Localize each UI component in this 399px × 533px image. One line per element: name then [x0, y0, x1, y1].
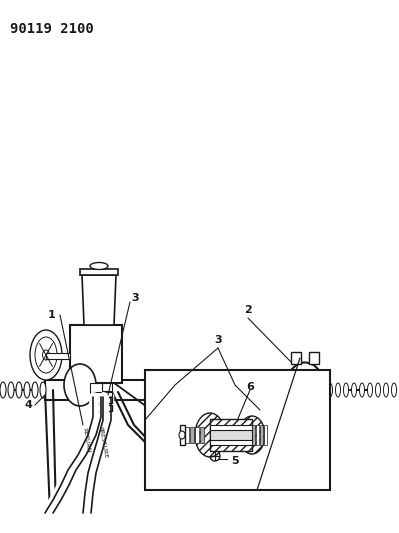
Ellipse shape: [43, 350, 49, 360]
Polygon shape: [46, 353, 70, 359]
Text: 3: 3: [131, 293, 139, 303]
Polygon shape: [264, 425, 267, 445]
Bar: [45, 380, 280, 400]
Polygon shape: [190, 427, 194, 443]
Text: 3: 3: [214, 335, 222, 345]
Text: RETURN: RETURN: [81, 427, 91, 453]
Ellipse shape: [40, 382, 46, 398]
Ellipse shape: [16, 382, 22, 398]
Bar: [104, 392, 112, 397]
Polygon shape: [80, 269, 118, 275]
Bar: [90, 383, 104, 393]
Bar: [93, 392, 101, 397]
Ellipse shape: [210, 451, 220, 461]
Polygon shape: [252, 425, 255, 445]
Text: 90119 2100: 90119 2100: [10, 22, 94, 36]
Polygon shape: [180, 425, 185, 445]
Ellipse shape: [0, 382, 6, 398]
Ellipse shape: [90, 262, 108, 270]
Bar: [70, 325, 122, 383]
Ellipse shape: [336, 383, 340, 397]
Text: 2: 2: [244, 305, 252, 315]
Bar: [309, 352, 319, 364]
Text: 1: 1: [48, 310, 56, 320]
Bar: [145, 370, 330, 490]
Bar: [102, 383, 112, 391]
Ellipse shape: [64, 364, 96, 406]
Polygon shape: [210, 425, 252, 445]
Polygon shape: [210, 425, 252, 445]
Text: 4: 4: [24, 400, 32, 410]
Ellipse shape: [195, 413, 225, 457]
Bar: [94, 405, 112, 411]
Ellipse shape: [344, 383, 348, 397]
Ellipse shape: [375, 383, 381, 397]
Polygon shape: [185, 427, 189, 443]
Text: 5: 5: [231, 456, 239, 466]
Ellipse shape: [8, 382, 14, 398]
Polygon shape: [210, 430, 252, 440]
Ellipse shape: [391, 383, 397, 397]
Bar: [165, 420, 265, 448]
Ellipse shape: [285, 362, 325, 417]
Polygon shape: [180, 427, 184, 443]
Ellipse shape: [352, 383, 356, 397]
Ellipse shape: [328, 383, 332, 397]
Ellipse shape: [30, 330, 62, 380]
Ellipse shape: [359, 383, 365, 397]
Polygon shape: [210, 419, 252, 451]
Polygon shape: [82, 275, 116, 325]
Bar: [94, 397, 112, 403]
Polygon shape: [260, 425, 263, 445]
Polygon shape: [195, 427, 199, 443]
Ellipse shape: [24, 382, 30, 398]
Ellipse shape: [367, 383, 373, 397]
Polygon shape: [200, 427, 204, 443]
Ellipse shape: [179, 431, 185, 439]
Bar: [291, 352, 301, 364]
Ellipse shape: [383, 383, 389, 397]
Ellipse shape: [35, 337, 57, 373]
Ellipse shape: [32, 382, 38, 398]
Text: 6: 6: [246, 382, 254, 392]
Text: PRESSURE: PRESSURE: [98, 427, 108, 459]
Ellipse shape: [239, 416, 265, 454]
Polygon shape: [256, 425, 259, 445]
